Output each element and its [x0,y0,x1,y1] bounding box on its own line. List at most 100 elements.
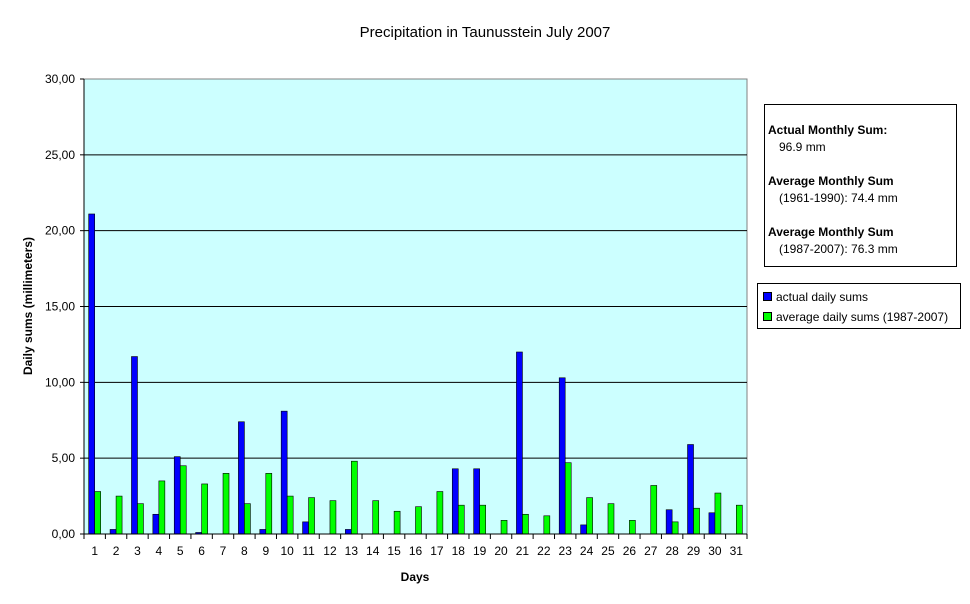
bar-average [94,491,101,535]
x-tick-labels: 1 2 3 4 5 6 7 8 9 10 11 12 13 14 15 16 17 18 19 20 21 22 23 24 2… [91,544,743,558]
x-tick-label: 16 [409,544,423,558]
bar-actual [473,468,480,535]
bar-average [286,495,294,535]
x-tick-label: 28 [665,544,679,558]
x-tick-label: 9 [262,544,269,558]
x-tick-label: 4 [156,544,163,558]
axes [80,78,748,539]
legend-swatch-average [763,312,772,322]
bar-average [201,483,208,535]
x-tick-label: 11 [302,544,315,558]
bar-average [115,495,123,535]
x-tick-label: 7 [220,544,227,558]
x-tick-label: 17 [430,544,444,558]
x-tick-label: 25 [601,544,615,558]
bar-average [671,521,679,535]
bar-average [158,480,166,535]
y-tick-label: 5,00 [52,451,76,465]
bar-average [351,460,358,535]
bar-average [372,500,380,535]
bar-actual [687,444,694,535]
x-tick-label: 1 [91,544,98,558]
monthly-sums-box: Actual Monthly Sum: 96.9 mm Average Mont… [764,104,957,267]
bar-actual [280,410,288,535]
y-axis-label: Daily sums (millimeters) [21,237,35,375]
bar-average [714,492,722,535]
legend-label-average: average daily sums (1987-2007) [776,310,949,324]
y-tick-label: 30,00 [45,72,75,86]
x-tick-label: 29 [687,544,701,558]
bar-average [479,504,486,535]
y-tick-label: 15,00 [45,300,75,314]
bar-actual [152,513,160,535]
bar-average [308,497,315,535]
x-tick-label: 6 [198,544,205,558]
bar-actual [88,213,95,535]
x-tick-label: 8 [241,544,248,558]
bar-average [693,507,700,535]
x-tick-label: 18 [452,544,466,558]
bar-actual [109,529,117,535]
bar-actual [238,421,245,535]
bar-actual [558,377,566,535]
x-tick-label: 26 [623,544,637,558]
bar-average [436,491,444,535]
avg-sum-1987-heading: Average Monthly Sum [768,225,894,239]
bar-average [393,510,401,535]
x-tick-label: 13 [345,544,359,558]
chart-title: Precipitation in Taunusstein July 2007 [360,24,611,41]
legend-swatch-actual [763,292,772,302]
x-tick-label: 12 [323,544,337,558]
bar-average [650,485,658,535]
bar-actual [665,509,673,535]
bar-actual [451,468,459,535]
x-tick-label: 19 [473,544,487,558]
x-tick-label: 30 [708,544,722,558]
bar-average [265,473,273,535]
y-tick-labels: 0,00 5,00 10,00 15,00 20,00 25,00 30,00 [45,72,75,541]
bar-average [222,473,230,535]
x-tick-label: 31 [730,544,744,558]
bar-actual [302,521,309,535]
legend-item-average: average daily sums (1987-2007) [763,309,948,325]
gridlines [84,154,747,459]
bar-average [179,465,187,535]
bar-average [457,504,465,535]
y-tick-label: 20,00 [45,224,75,238]
avg-sum-1961-heading: Average Monthly Sum [768,174,894,188]
actual-sum-value: 96.9 mm [779,140,826,154]
x-tick-label: 24 [580,544,594,558]
bar-average [543,515,551,535]
bar-average [607,503,615,535]
bar-actual [345,529,352,535]
bar-average [629,520,636,535]
bar-average [736,504,743,535]
bar-average [500,520,508,535]
x-tick-label: 21 [516,544,530,558]
actual-sum-heading: Actual Monthly Sum: [768,123,888,137]
x-tick-label: 27 [644,544,658,558]
legend-item-actual: actual daily sums [763,289,868,305]
x-tick-label: 22 [537,544,551,558]
avg-sum-1961-value: (1961-1990): 74.4 mm [779,191,898,205]
bar-average [586,497,593,535]
x-tick-label: 14 [366,544,380,558]
bar-actual [173,456,181,535]
bar-average [137,503,144,535]
bar-actual [259,529,267,535]
avg-sum-1987-value: (1987-2007): 76.3 mm [779,242,898,256]
bar-actual [708,512,716,535]
x-tick-label: 10 [280,544,294,558]
bar-average [329,500,337,535]
x-tick-label: 2 [113,544,120,558]
bar-actual [580,524,587,535]
x-tick-label: 3 [134,544,141,558]
x-tick-label: 23 [559,544,573,558]
bar-average [415,506,422,535]
x-tick-label: 15 [387,544,401,558]
y-tick-label: 0,00 [52,527,76,541]
bar-average [244,503,251,535]
chart-legend: actual daily sums average daily sums (19… [757,283,961,329]
x-tick-label: 20 [494,544,508,558]
